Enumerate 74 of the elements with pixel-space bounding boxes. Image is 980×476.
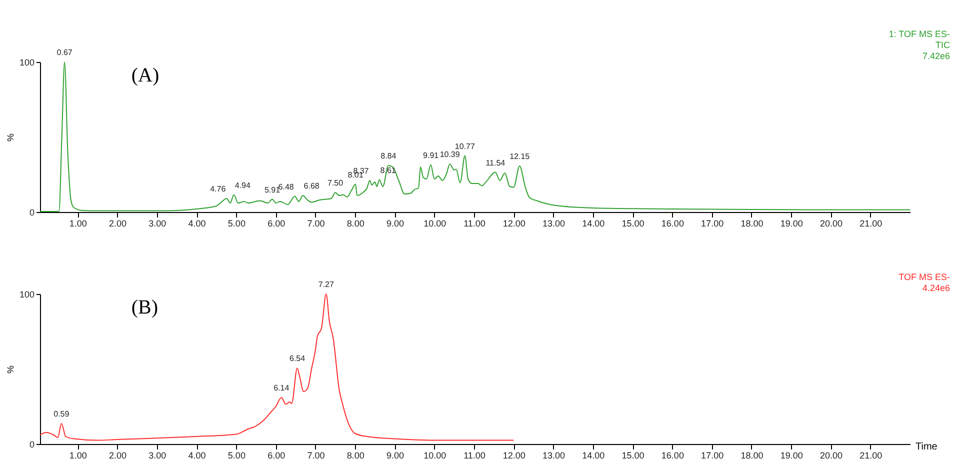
annotation: 9.91 (423, 150, 440, 160)
x-tick-label: 3.00 (148, 218, 166, 228)
x-tick-label: 17.00 (701, 450, 724, 460)
x-tick-label: 5.00 (228, 450, 246, 460)
x-tick-label: 11.00 (464, 218, 486, 228)
annotation: 4.76 (210, 184, 226, 194)
x-tick-label: 10.00 (424, 218, 446, 228)
x-tick-label: 5.00 (228, 218, 246, 228)
x-tick-label: 21.00 (860, 450, 882, 460)
annotation: 7.27 (318, 280, 334, 289)
annotation: 7.50 (327, 178, 344, 188)
x-tick-label: 7.00 (307, 450, 325, 460)
x-tick-label: 14.00 (582, 450, 605, 460)
text: 7.42e6 (922, 51, 950, 61)
annotation: 6.14 (274, 384, 290, 392)
y-tick-label: 0 (29, 440, 34, 450)
x-tick-label: 19.00 (780, 218, 803, 228)
x-tick-label: 6.00 (268, 218, 286, 228)
annotation: 6.54 (289, 354, 306, 364)
x-tick-label: 14.00 (582, 218, 605, 228)
x-tick-label: 8.00 (346, 450, 364, 460)
annotation: 10.39 (440, 150, 460, 159)
x-tick-label: 2.00 (109, 450, 127, 460)
x-tick-label: 1.00 (69, 450, 87, 460)
annotation: 6.68 (304, 182, 320, 190)
y-tick-label: 100 (19, 58, 34, 68)
text: TIC (936, 40, 950, 50)
annotation: 10.77 (454, 142, 476, 151)
line-series (40, 294, 514, 441)
x-tick-label: 8.00 (346, 218, 364, 228)
annotation: (A) (131, 64, 160, 86)
x-tick-label: 3.00 (148, 450, 166, 460)
y-axis-title: % (5, 133, 16, 142)
annotation: (B) (131, 296, 158, 318)
x-tick-label: 16.00 (661, 450, 684, 460)
annotation: 4.94 (234, 180, 251, 190)
x-axis-title: Time (916, 442, 938, 452)
annotation: 12.15 (510, 152, 530, 161)
x-tick-label: 9.00 (386, 218, 404, 228)
x-tick-label: 16.00 (661, 218, 684, 228)
x-tick-label: 7.00 (307, 218, 325, 228)
x-tick-label: 13.00 (542, 450, 566, 460)
x-tick-label: 21.00 (860, 218, 882, 228)
x-tick-label: 12.00 (502, 218, 526, 228)
annotation: 11.54 (486, 158, 506, 168)
x-tick-label: 20.00 (820, 218, 842, 228)
x-tick-label: 15.00 (622, 218, 644, 228)
x-tick-label: 11.00 (464, 450, 486, 460)
x-tick-label: 18.00 (740, 218, 764, 228)
x-tick-label: 6.00 (268, 450, 286, 460)
x-tick-label: 15.00 (622, 450, 644, 460)
y-tick-label: 0 (29, 208, 34, 218)
y-axis-title: % (5, 365, 16, 374)
x-tick-label: 13.00 (542, 218, 566, 228)
x-tick-label: 19.00 (780, 450, 803, 460)
x-tick-label: 20.00 (820, 450, 842, 460)
x-tick-label: 10.00 (424, 450, 446, 460)
x-tick-label: 12.00 (502, 450, 526, 460)
annotation: 0.59 (54, 409, 70, 418)
annotation: 8.84 (380, 152, 397, 160)
annotation: 6.48 (278, 182, 294, 192)
text: 4.24e6 (922, 283, 950, 293)
annotation: 0.67 (56, 48, 73, 57)
line-series (40, 62, 910, 212)
text: 1: TOF MS ES- (888, 29, 950, 39)
x-tick-label: 18.00 (740, 450, 764, 460)
y-tick-label: 100 (19, 290, 34, 300)
x-tick-label: 4.00 (188, 450, 206, 460)
x-tick-label: 1.00 (69, 218, 87, 228)
x-tick-label: 9.00 (386, 450, 404, 460)
text: TOF MS ES- (898, 272, 950, 282)
x-tick-label: 2.00 (109, 218, 127, 228)
x-tick-label: 4.00 (188, 218, 206, 228)
x-tick-label: 17.00 (701, 218, 724, 228)
